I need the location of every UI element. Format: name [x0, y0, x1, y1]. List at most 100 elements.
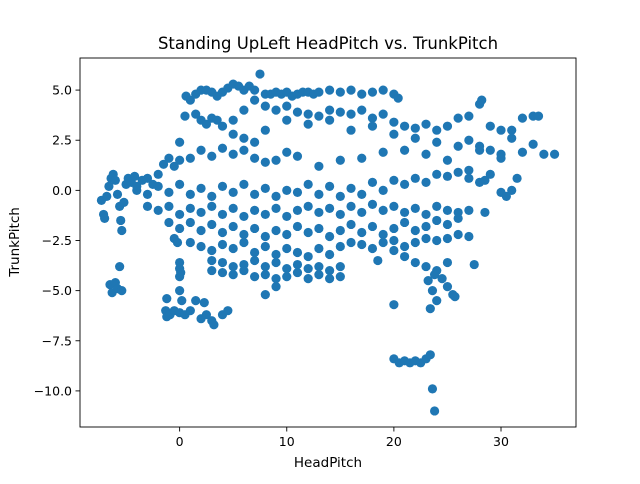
data-point	[501, 191, 511, 201]
data-point	[239, 133, 249, 143]
data-point	[314, 161, 324, 171]
data-point	[282, 101, 292, 111]
data-point	[282, 271, 292, 282]
data-point	[207, 201, 217, 211]
data-point	[335, 107, 345, 117]
data-point	[180, 111, 190, 121]
data-point	[367, 113, 378, 123]
data-point	[250, 247, 260, 258]
data-point	[393, 93, 403, 103]
data-point	[239, 211, 249, 222]
data-point	[357, 89, 367, 99]
data-point	[191, 296, 201, 306]
data-point	[453, 141, 463, 151]
data-point	[389, 235, 399, 246]
data-point	[346, 219, 356, 230]
data-point	[410, 123, 420, 133]
data-point	[421, 221, 431, 232]
data-point	[496, 153, 506, 163]
data-point	[292, 221, 303, 232]
data-point	[175, 179, 185, 189]
data-point	[325, 265, 335, 276]
data-point	[325, 274, 335, 284]
data-point	[389, 129, 399, 139]
data-point	[175, 209, 185, 220]
data-point	[357, 227, 367, 238]
data-point	[389, 223, 399, 234]
data-point	[389, 201, 399, 211]
data-point	[196, 183, 206, 193]
data-point	[325, 85, 335, 95]
data-point	[432, 235, 442, 246]
data-point	[239, 179, 249, 189]
data-point	[191, 109, 201, 119]
data-point	[367, 177, 378, 187]
data-point	[185, 217, 195, 228]
data-point	[314, 243, 324, 254]
data-point	[367, 87, 378, 97]
plot-area-frame	[79, 57, 577, 428]
data-point	[410, 203, 420, 214]
data-point	[400, 217, 410, 228]
data-point	[142, 201, 153, 211]
data-point	[303, 119, 313, 129]
data-point	[217, 121, 228, 131]
data-point	[228, 243, 238, 254]
data-point	[346, 85, 356, 95]
data-point	[255, 69, 265, 79]
data-point	[346, 183, 356, 193]
data-point	[400, 145, 410, 155]
data-point	[325, 203, 335, 214]
data-point	[432, 137, 442, 147]
data-point	[303, 201, 313, 211]
data-point	[250, 153, 260, 163]
data-point	[335, 225, 345, 236]
data-point	[427, 384, 438, 394]
data-point	[453, 213, 463, 224]
data-point	[335, 209, 345, 220]
data-point	[325, 231, 335, 242]
data-point	[425, 350, 435, 360]
data-point	[517, 113, 528, 123]
y-axis-ticks: −10.0 −7.5 −5.0 −2.5 0.0 2.5 5.0	[34, 83, 80, 398]
data-point	[335, 191, 345, 201]
data-point	[378, 185, 388, 195]
data-point	[442, 257, 453, 268]
data-point	[367, 199, 378, 209]
data-point	[480, 207, 490, 218]
data-point	[325, 115, 335, 125]
data-point	[271, 203, 281, 214]
data-point	[292, 205, 303, 216]
data-point	[196, 145, 206, 155]
data-point	[357, 207, 367, 218]
data-point	[175, 137, 185, 147]
data-point	[292, 107, 303, 117]
data-point	[228, 149, 238, 159]
data-point	[346, 125, 356, 135]
data-point	[207, 219, 217, 230]
data-point	[367, 121, 378, 131]
data-point	[292, 247, 303, 258]
data-point	[217, 143, 228, 153]
data-point	[153, 205, 163, 216]
data-point	[250, 189, 260, 199]
data-point	[464, 231, 474, 242]
data-point	[271, 191, 281, 201]
data-point	[410, 225, 420, 236]
data-point	[196, 241, 206, 252]
data-point	[250, 205, 260, 216]
data-point	[346, 201, 356, 211]
data-point	[271, 225, 281, 236]
data-point	[421, 209, 431, 220]
x-tick-label: 30	[493, 434, 509, 449]
data-point	[153, 181, 163, 191]
data-point	[437, 274, 447, 284]
y-axis-label: TrunkPitch	[7, 207, 23, 278]
data-point	[282, 211, 292, 222]
data-point	[335, 87, 345, 97]
data-point	[175, 286, 185, 296]
data-point	[453, 167, 463, 177]
data-point	[162, 294, 172, 304]
data-point	[132, 185, 142, 195]
data-point	[228, 129, 238, 139]
